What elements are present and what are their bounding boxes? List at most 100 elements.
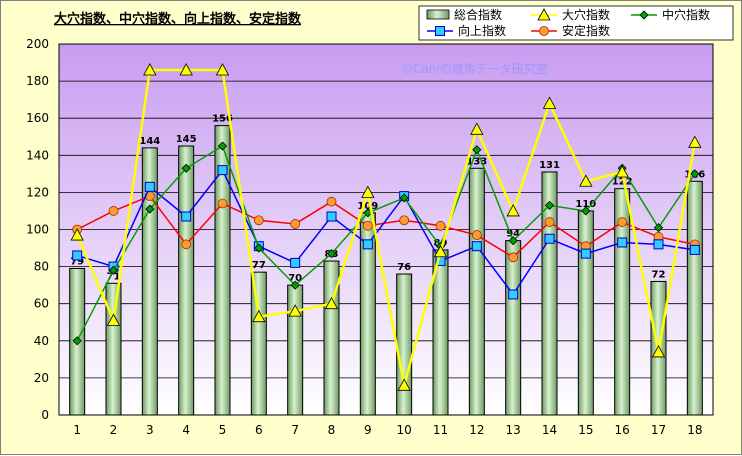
x-tick-label: 13 <box>506 423 521 437</box>
circle-marker <box>217 198 228 209</box>
square-marker <box>471 241 482 252</box>
triangle-marker <box>179 63 193 76</box>
diamond-marker <box>72 336 82 346</box>
x-tick-label: 17 <box>651 423 666 437</box>
legend-entry: 安定指数 <box>531 23 610 38</box>
legend-box <box>418 5 734 41</box>
diamond-marker <box>145 204 155 214</box>
diamond-marker <box>254 243 264 253</box>
legend-label: 大穴指数 <box>562 7 610 22</box>
triangle-marker <box>106 313 121 326</box>
series-circle <box>72 191 700 263</box>
bar-data-label: 110 <box>575 199 596 210</box>
circle-marker <box>435 220 446 231</box>
square-marker <box>653 239 664 250</box>
bar-data-label: 77 <box>252 260 266 271</box>
legend-label: 安定指数 <box>562 23 610 38</box>
square-marker <box>689 244 700 255</box>
bar-data-label: 94 <box>506 229 520 240</box>
square-marker <box>362 239 373 250</box>
diamond-marker <box>581 206 591 216</box>
square-marker <box>72 250 83 261</box>
y-tick-label: 160 <box>26 111 49 125</box>
triangle-marker <box>470 122 484 135</box>
square-marker <box>181 211 192 222</box>
square-marker <box>508 289 519 300</box>
x-tick-label: 16 <box>615 423 630 437</box>
series-line <box>76 168 695 296</box>
plot-border <box>58 43 714 416</box>
triangle-marker <box>579 174 593 187</box>
diamond-marker <box>639 10 649 20</box>
bar-data-label: 156 <box>212 114 233 125</box>
legend-entry: 大穴指数 <box>531 7 610 22</box>
y-tick-label: 80 <box>34 260 49 274</box>
bar-data-label: 109 <box>357 201 378 212</box>
diamond-marker <box>181 163 191 173</box>
series-line <box>76 144 696 342</box>
x-tick-label: 8 <box>328 423 336 437</box>
series-triangle <box>70 63 702 391</box>
square-marker <box>290 257 301 268</box>
circle-marker <box>544 217 555 227</box>
y-tick-label: 140 <box>26 148 49 162</box>
legend-label: 向上指数 <box>458 23 506 38</box>
y-tick-label: 40 <box>34 334 49 348</box>
circle-marker <box>108 206 119 216</box>
bar-data-label: 71 <box>107 271 121 282</box>
legend-label: 総合指数 <box>454 7 502 22</box>
triangle-marker <box>252 309 266 323</box>
line-series <box>70 63 702 391</box>
square-marker <box>435 26 445 36</box>
bar-data-label: 70 <box>288 273 302 284</box>
triangle-marker <box>506 204 520 217</box>
y-tick-label: 100 <box>26 223 49 237</box>
square-marker <box>217 165 228 176</box>
legend-entry: 総合指数 <box>426 7 502 22</box>
square-marker <box>544 233 555 244</box>
x-tick-label: 5 <box>219 423 227 437</box>
diamond-marker <box>290 280 300 290</box>
triangle-marker <box>537 8 551 21</box>
triangle-marker <box>433 244 448 258</box>
square-marker <box>617 237 628 248</box>
bar <box>505 240 522 416</box>
legend-entry: 中穴指数 <box>631 7 710 22</box>
x-tick-label: 6 <box>255 423 263 437</box>
diamond-marker <box>217 141 228 151</box>
legend-entry: 向上指数 <box>427 23 506 38</box>
bar-data-label: 144 <box>139 136 160 147</box>
circle-marker <box>399 215 410 226</box>
bar <box>250 271 267 416</box>
chart-title: 大穴指数、中穴指数、向上指数、安定指数 <box>54 11 302 27</box>
triangle-marker <box>361 185 375 198</box>
bar-data-label: 133 <box>466 156 487 167</box>
diamond-marker <box>508 236 518 246</box>
series-line <box>76 68 697 386</box>
diamond-marker <box>399 193 409 203</box>
circle-marker <box>471 230 482 240</box>
circle-marker <box>617 217 628 227</box>
bar <box>686 180 703 416</box>
bar-data-label: 72 <box>652 269 666 280</box>
series-line <box>76 195 695 259</box>
diamond-marker <box>108 265 119 275</box>
triangle-marker <box>70 228 84 241</box>
diamond-marker <box>326 249 337 259</box>
triangle-marker <box>542 96 557 109</box>
y-tick-label: 20 <box>34 371 49 385</box>
bar-data-label: 145 <box>176 134 197 145</box>
circle-marker <box>326 196 337 207</box>
diamond-marker <box>690 169 700 179</box>
x-tick-label: 14 <box>542 423 557 437</box>
series-square <box>72 165 700 300</box>
square-marker <box>580 248 591 259</box>
square-marker <box>144 181 155 192</box>
triangle-marker <box>397 378 411 391</box>
triangle-marker <box>288 304 302 317</box>
triangle-marker <box>143 63 157 76</box>
